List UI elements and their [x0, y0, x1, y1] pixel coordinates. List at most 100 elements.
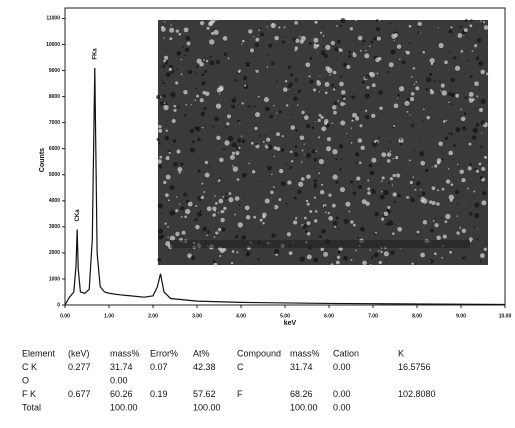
sem-speckle: [176, 196, 178, 198]
sem-speckle: [327, 137, 331, 141]
sem-speckle: [166, 175, 171, 180]
sem-speckle: [474, 145, 475, 146]
sem-speckle: [158, 229, 163, 234]
sem-speckle: [279, 169, 283, 173]
sem-speckle: [443, 120, 446, 123]
sem-speckle: [334, 258, 335, 259]
sem-speckle: [164, 222, 166, 224]
sem-speckle: [474, 81, 479, 86]
sem-speckle: [273, 105, 274, 106]
sem-speckle: [345, 202, 350, 207]
sem-speckle: [163, 94, 167, 98]
sem-speckle: [397, 44, 401, 48]
sem-speckle: [413, 176, 415, 178]
sem-speckle: [362, 54, 363, 55]
sem-speckle: [167, 237, 168, 238]
sem-speckle: [377, 37, 381, 41]
sem-speckle: [437, 189, 439, 191]
y-tick-label: 4000: [49, 198, 60, 204]
sem-speckle: [218, 212, 219, 213]
sem-speckle: [260, 219, 263, 222]
sem-speckle: [395, 156, 398, 159]
sem-speckle: [358, 185, 362, 189]
sem-speckle: [409, 114, 410, 115]
sem-speckle: [411, 124, 414, 127]
sem-speckle: [174, 109, 177, 112]
table-cell: 100.00: [193, 402, 221, 412]
sem-speckle: [255, 112, 260, 117]
sem-speckle: [163, 181, 166, 184]
sem-speckle: [161, 27, 166, 32]
sem-speckle: [383, 112, 385, 114]
sem-speckle: [338, 48, 340, 50]
sem-speckle: [197, 212, 202, 217]
sem-speckle: [242, 173, 247, 178]
sem-speckle: [174, 261, 175, 262]
y-tick-label: 3000: [49, 224, 60, 230]
sem-speckle: [430, 261, 431, 262]
sem-speckle: [304, 154, 305, 155]
sem-speckle: [179, 204, 180, 205]
sem-speckle: [190, 129, 194, 133]
sem-speckle: [323, 252, 328, 257]
sem-speckle: [224, 140, 229, 145]
sem-speckle: [182, 46, 184, 48]
sem-speckle: [223, 36, 228, 41]
table-cell: 100.00: [110, 402, 138, 412]
sem-speckle: [316, 81, 321, 86]
sem-speckle: [243, 76, 247, 80]
sem-speckle: [291, 160, 293, 162]
sem-speckle: [371, 256, 374, 259]
peak-label: FKa: [92, 48, 98, 60]
sem-speckle: [266, 138, 270, 142]
sem-speckle: [197, 138, 201, 142]
sem-speckle: [442, 90, 447, 95]
sem-speckle: [170, 210, 175, 215]
sem-speckle: [221, 210, 224, 213]
sem-speckle: [474, 168, 476, 170]
sem-speckle: [462, 257, 465, 260]
sem-speckle: [481, 99, 486, 104]
sem-speckle: [434, 81, 436, 83]
sem-speckle: [278, 26, 280, 28]
sem-speckle: [364, 53, 369, 58]
table-cell: 31.74: [290, 362, 313, 372]
sem-speckle: [469, 212, 473, 216]
sem-speckle: [376, 27, 380, 31]
sem-speckle: [445, 214, 450, 219]
sem-speckle: [219, 255, 221, 257]
sem-speckle: [461, 117, 466, 122]
sem-speckle: [481, 133, 482, 134]
sem-speckle: [474, 213, 479, 218]
sem-speckle: [290, 150, 293, 153]
sem-speckle: [307, 254, 312, 259]
sem-speckle: [432, 201, 436, 205]
sem-speckle: [337, 40, 341, 44]
sem-speckle: [479, 61, 484, 66]
sem-speckle: [436, 202, 440, 206]
sem-speckle: [211, 32, 214, 35]
sem-speckle: [322, 175, 323, 176]
sem-speckle: [400, 138, 402, 140]
sem-speckle: [414, 84, 415, 85]
sem-speckle: [460, 109, 462, 111]
sem-speckle: [374, 233, 376, 235]
sem-speckle: [298, 182, 303, 187]
table-header: mass%: [290, 348, 320, 358]
sem-speckle: [160, 101, 164, 105]
sem-speckle: [410, 181, 413, 184]
sem-speckle: [218, 199, 223, 204]
table-header: Compound: [237, 348, 281, 358]
sem-speckle: [315, 150, 317, 152]
sem-speckle: [379, 261, 382, 264]
sem-speckle: [255, 43, 259, 47]
sem-speckle: [356, 177, 360, 181]
sem-speckle: [457, 164, 458, 165]
sem-speckle: [399, 58, 401, 60]
sem-speckle: [370, 264, 372, 266]
sem-speckle: [409, 42, 411, 44]
sem-speckle: [274, 36, 278, 40]
sem-speckle: [351, 259, 353, 261]
sem-speckle: [410, 97, 414, 101]
sem-speckle: [474, 227, 476, 229]
